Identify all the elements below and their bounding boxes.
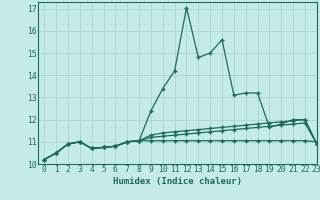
X-axis label: Humidex (Indice chaleur): Humidex (Indice chaleur) <box>113 177 242 186</box>
